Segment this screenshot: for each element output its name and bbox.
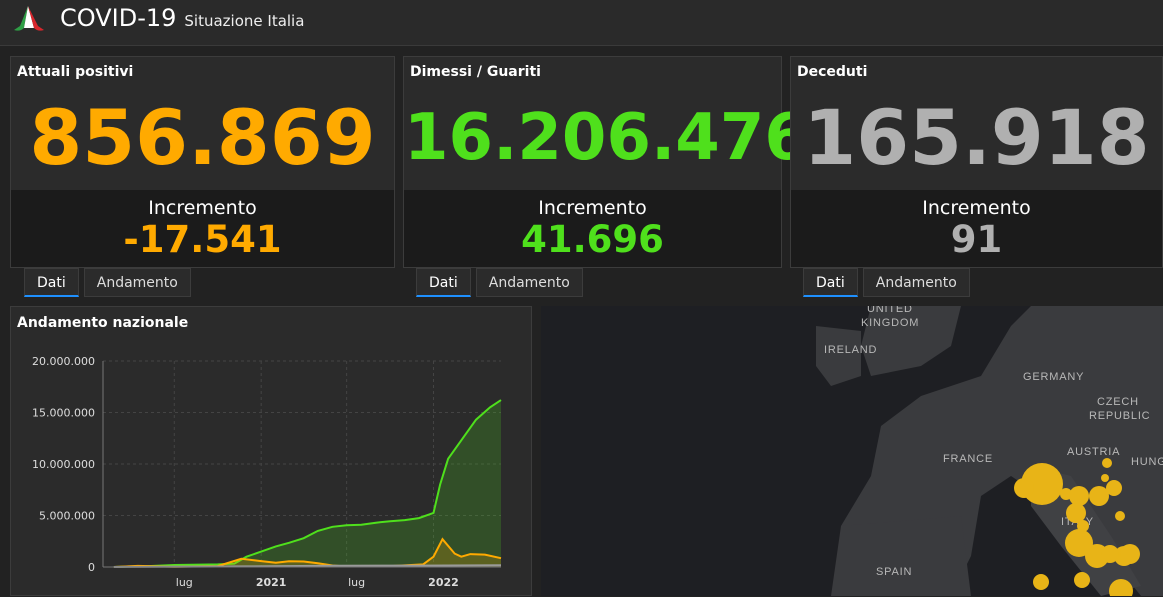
y-tick-label: 15.000.000	[32, 407, 95, 420]
italy-tricolor-logo	[14, 6, 44, 31]
series-line-guariti	[113, 399, 502, 568]
card-dimessi-guariti: Dimessi / Guariti 16.206.476 Incremento 4…	[403, 56, 809, 268]
tabs-positivi: Dati Andamento	[24, 268, 196, 298]
map-label: FRANCE	[943, 453, 994, 465]
x-tick-label: lug	[176, 576, 193, 589]
tabs-deceduti: Dati Andamento	[803, 268, 975, 298]
tab-andamento[interactable]: Andamento	[862, 268, 970, 297]
region-bubble[interactable]	[1101, 545, 1119, 563]
map-label: AUSTRIA	[1067, 446, 1121, 458]
map-label: REPUBLIC	[1089, 410, 1151, 422]
region-bubble[interactable]	[1115, 511, 1125, 521]
y-tick-label: 10.000.000	[32, 458, 95, 471]
region-bubble[interactable]	[1120, 544, 1140, 564]
card-value: 16.206.476	[404, 101, 809, 175]
tab-dati[interactable]: Dati	[803, 268, 858, 297]
tab-andamento[interactable]: Andamento	[475, 268, 583, 297]
region-bubble[interactable]	[1033, 574, 1049, 590]
card-deceduti: Deceduti 165.918 Incremento 91	[790, 56, 1163, 268]
x-tick-label: 2021	[256, 576, 287, 589]
y-tick-label: 0	[88, 561, 95, 574]
card-value: 165.918	[803, 93, 1150, 182]
card-attuali-positivi: Attuali positivi 856.869 Incremento -17.5…	[10, 56, 395, 268]
region-bubble[interactable]	[1089, 486, 1109, 506]
chart-panel: Andamento nazionale 0 5.000.000 10.000.000…	[10, 306, 532, 596]
card-value: 856.869	[29, 93, 376, 182]
map-label: CZECH	[1097, 396, 1139, 408]
map-bubbles	[1014, 458, 1140, 596]
title-group: COVID-19 Situazione Italia	[60, 4, 304, 32]
region-bubble[interactable]	[1102, 458, 1112, 468]
card-label: Deceduti	[797, 64, 868, 80]
region-bubble[interactable]	[1066, 503, 1086, 523]
app-title: COVID-19	[60, 4, 177, 32]
header: COVID-19 Situazione Italia	[0, 0, 1163, 46]
region-bubble[interactable]	[1014, 478, 1034, 498]
map-label: UNITED	[867, 306, 913, 315]
region-bubble[interactable]	[1069, 486, 1089, 506]
card-label: Dimessi / Guariti	[410, 64, 541, 80]
map[interactable]: UNITED KINGDOM IRELAND GERMANY CZECH REP…	[541, 306, 1163, 596]
series-area-positivi	[113, 539, 502, 567]
card-label: Attuali positivi	[17, 64, 134, 80]
series-area-guariti	[113, 400, 502, 567]
increment-value: -17.541	[123, 218, 282, 261]
increment-value: 91	[950, 218, 1003, 261]
region-bubble[interactable]	[1074, 572, 1090, 588]
increment-value: 41.696	[521, 218, 664, 261]
region-bubble[interactable]	[1109, 579, 1133, 596]
region-bubble[interactable]	[1065, 529, 1093, 557]
map-label: HUNGA	[1131, 456, 1163, 468]
x-tick-label: lug	[348, 576, 365, 589]
increment-label: Incremento	[922, 197, 1031, 219]
y-tick-label: 20.000.000	[32, 355, 95, 368]
app-subtitle: Situazione Italia	[184, 12, 305, 30]
chart-title: Andamento nazionale	[17, 315, 189, 331]
map-label: GERMANY	[1023, 371, 1085, 383]
y-tick-label: 5.000.000	[39, 510, 95, 523]
map-label: KINGDOM	[861, 317, 920, 329]
tab-andamento[interactable]: Andamento	[83, 268, 191, 297]
region-bubble[interactable]	[1077, 520, 1089, 532]
region-bubble[interactable]	[1101, 474, 1109, 482]
map-label: SPAIN	[876, 566, 913, 578]
tab-dati[interactable]: Dati	[24, 268, 79, 297]
national-trend-chart: 0 5.000.000 10.000.000 15.000.000 20.000.000…	[32, 355, 502, 589]
increment-label: Incremento	[538, 197, 647, 219]
x-tick-label: 2022	[428, 576, 459, 589]
tabs-guariti: Dati Andamento	[416, 268, 588, 298]
region-bubble[interactable]	[1060, 488, 1072, 500]
map-label: IRELAND	[824, 344, 878, 356]
region-bubble[interactable]	[1106, 480, 1122, 496]
increment-label: Incremento	[148, 197, 257, 219]
tab-dati[interactable]: Dati	[416, 268, 471, 297]
